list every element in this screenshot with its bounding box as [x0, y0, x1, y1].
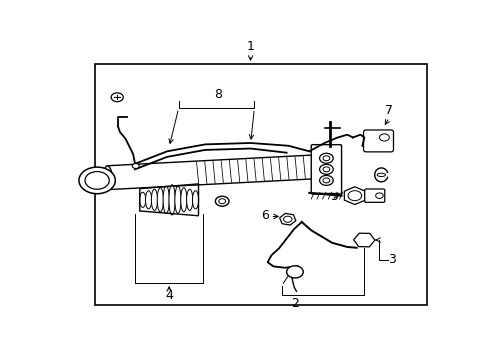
Text: 3: 3 [387, 253, 395, 266]
Circle shape [375, 193, 383, 198]
Circle shape [286, 266, 303, 278]
Ellipse shape [140, 192, 145, 207]
Ellipse shape [145, 191, 151, 209]
Text: 6: 6 [261, 209, 268, 222]
Text: 7: 7 [385, 104, 392, 117]
Circle shape [79, 167, 115, 194]
Circle shape [323, 178, 329, 183]
FancyBboxPatch shape [310, 145, 341, 194]
Polygon shape [107, 155, 321, 189]
Text: 2: 2 [291, 297, 299, 310]
Circle shape [319, 153, 332, 163]
Circle shape [323, 167, 329, 172]
Ellipse shape [104, 166, 113, 189]
Circle shape [283, 216, 291, 222]
Ellipse shape [181, 188, 186, 212]
FancyBboxPatch shape [364, 189, 384, 202]
Ellipse shape [376, 173, 385, 176]
Ellipse shape [316, 155, 325, 179]
Circle shape [111, 93, 123, 102]
Text: 8: 8 [214, 87, 222, 100]
Ellipse shape [169, 185, 175, 215]
Circle shape [319, 175, 332, 185]
Ellipse shape [157, 188, 163, 212]
Circle shape [85, 172, 109, 189]
Bar [95, 64, 426, 305]
Ellipse shape [163, 186, 169, 213]
Text: 4: 4 [165, 289, 173, 302]
Text: 1: 1 [246, 40, 254, 53]
Circle shape [218, 199, 225, 204]
FancyBboxPatch shape [363, 130, 393, 152]
Circle shape [347, 191, 361, 201]
Circle shape [379, 134, 388, 141]
Circle shape [319, 164, 332, 174]
Circle shape [132, 163, 139, 168]
Ellipse shape [192, 191, 198, 209]
Ellipse shape [151, 189, 157, 210]
Ellipse shape [175, 186, 181, 213]
Circle shape [323, 156, 329, 161]
Circle shape [215, 196, 228, 206]
Text: 5: 5 [330, 190, 338, 203]
Ellipse shape [186, 189, 192, 210]
